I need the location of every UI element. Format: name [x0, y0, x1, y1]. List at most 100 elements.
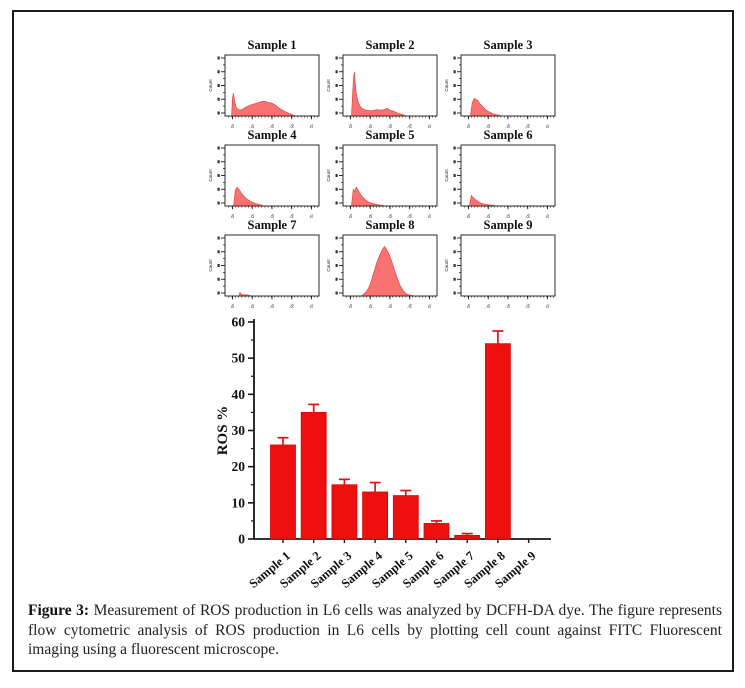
y-tick-label: 30	[232, 423, 246, 438]
histogram-area	[360, 245, 413, 296]
bar-sample-5	[392, 495, 419, 540]
histogram-panel-sample-9: Sample 9 Count 10⁰ 10¹ 10² 10³ 10⁴	[441, 218, 559, 308]
bar-sample-2	[300, 412, 327, 540]
decade-tick-label: 10³	[524, 213, 532, 218]
decade-tick-label: 10²	[386, 123, 394, 128]
y-tick-label: 50	[232, 351, 246, 366]
decade-tick-label: 10²	[386, 303, 394, 308]
decade-tick-label: 10⁰	[346, 213, 354, 218]
decade-tick-label: 10³	[288, 303, 296, 308]
count-axis-label: Count	[444, 259, 449, 272]
histogram-title: Sample 4	[247, 128, 297, 142]
decade-tick-label: 10⁴	[543, 213, 551, 218]
histogram-area	[233, 186, 263, 206]
decade-tick-label: 10⁰	[464, 123, 472, 128]
decade-tick-label: 10⁴	[307, 123, 315, 128]
y-axis-title: ROS %	[216, 406, 231, 456]
decade-tick-label: 10⁴	[425, 213, 433, 218]
count-axis-label: Count	[208, 259, 213, 272]
figure-caption-label: Figure 3:	[28, 602, 90, 619]
flow-histogram-svg: Count 10⁰ 10¹ 10² 10³ 10⁴	[208, 234, 320, 308]
histogram-title: Sample 5	[365, 128, 415, 142]
count-axis-label: Count	[326, 259, 331, 272]
flow-histogram-svg: Count 10⁰ 10¹ 10² 10³ 10⁴	[444, 234, 556, 308]
flow-histogram-svg: Count 10⁰ 10¹ 10² 10³ 10⁴	[444, 54, 556, 128]
histogram-area	[238, 291, 251, 296]
histogram-area	[470, 97, 501, 116]
histogram-panel-sample-8: Sample 8 Count 10⁰ 10¹ 10² 10³ 10⁴	[323, 218, 441, 308]
decade-tick-label: 10²	[268, 213, 276, 218]
decade-tick-label: 10³	[288, 123, 296, 128]
decade-tick-label: 10³	[524, 303, 532, 308]
decade-tick-label: 10⁰	[346, 123, 354, 128]
flow-histogram-svg: Count 10⁰ 10¹ 10² 10³ 10⁴	[326, 234, 438, 308]
histogram-title: Sample 9	[483, 218, 533, 232]
histogram-panel-sample-2: Sample 2 Count 10⁰ 10¹ 10² 10³ 10⁴	[323, 38, 441, 128]
count-axis-label: Count	[326, 79, 331, 92]
histogram-area	[469, 194, 495, 206]
histogram-panel-sample-1: Sample 1 Count 10⁰ 10¹ 10² 10³ 10⁴	[205, 38, 323, 128]
y-tick-label: 10	[232, 495, 246, 510]
decade-tick-label: 10¹	[484, 213, 492, 218]
decade-tick-label: 10¹	[484, 123, 492, 128]
decade-tick-label: 10⁰	[228, 213, 236, 218]
histogram-title: Sample 8	[365, 218, 415, 232]
decade-tick-label: 10⁴	[307, 213, 315, 218]
count-axis-label: Count	[208, 79, 213, 92]
decade-tick-label: 10³	[406, 213, 414, 218]
histogram-panel-sample-5: Sample 5 Count 10⁰ 10¹ 10² 10³ 10⁴	[323, 128, 441, 218]
decade-tick-label: 10⁰	[228, 303, 236, 308]
decade-tick-label: 10¹	[484, 303, 492, 308]
histogram-panel-sample-3: Sample 3 Count 10⁰ 10¹ 10² 10³ 10⁴	[441, 38, 559, 128]
decade-tick-label: 10²	[504, 123, 512, 128]
histogram-title: Sample 7	[247, 218, 297, 232]
decade-tick-label: 10¹	[248, 303, 256, 308]
decade-tick-label: 10¹	[248, 213, 256, 218]
figure-caption: Figure 3: Measurement of ROS production …	[28, 601, 722, 660]
y-tick-label: 20	[232, 459, 246, 474]
histogram-panel-sample-4: Sample 4 Count 10⁰ 10¹ 10² 10³ 10⁴	[205, 128, 323, 218]
count-axis-label: Count	[444, 169, 449, 182]
decade-tick-label: 10²	[386, 213, 394, 218]
decade-tick-label: 10²	[504, 213, 512, 218]
flow-histogram-svg: Count 10⁰ 10¹ 10² 10³ 10⁴	[208, 144, 320, 218]
decade-tick-label: 10⁰	[346, 303, 354, 308]
decade-tick-label: 10³	[524, 123, 532, 128]
decade-tick-label: 10¹	[248, 123, 256, 128]
histogram-area	[231, 92, 295, 116]
decade-tick-label: 10⁰	[464, 213, 472, 218]
histogram-panel-sample-7: Sample 7 Count 10⁰ 10¹ 10² 10³ 10⁴	[205, 218, 323, 308]
y-tick-label: 0	[238, 532, 245, 547]
bar-sample-8	[484, 343, 511, 540]
decade-tick-label: 10¹	[366, 303, 374, 308]
bar-sample-4	[362, 491, 389, 540]
decade-tick-label: 10²	[504, 303, 512, 308]
figure-border: Sample 1 Count 10⁰ 10¹ 10² 10³ 10⁴ Sample 2 Coun…	[12, 10, 734, 672]
decade-tick-label: 10⁴	[307, 303, 315, 308]
histogram-title: Sample 3	[483, 38, 533, 52]
bar-sample-3	[331, 484, 358, 540]
decade-tick-label: 10⁴	[425, 123, 433, 128]
histogram-title: Sample 6	[483, 128, 533, 142]
decade-tick-label: 10¹	[366, 123, 374, 128]
histogram-title: Sample 2	[365, 38, 415, 52]
decade-tick-label: 10³	[288, 213, 296, 218]
decade-tick-label: 10²	[268, 123, 276, 128]
y-tick-label: 60	[232, 314, 246, 329]
histogram-area	[351, 186, 384, 206]
decade-tick-label: 10³	[406, 123, 414, 128]
decade-tick-label: 10²	[268, 303, 276, 308]
ros-bar-chart: 0 10 20 30 40 50 60 ROS % Sample 1 Sample 2 Sample…	[215, 297, 556, 597]
decade-tick-label: 10⁴	[543, 303, 551, 308]
histogram-area	[351, 71, 406, 116]
flow-histogram-svg: Count 10⁰ 10¹ 10² 10³ 10⁴	[326, 144, 438, 218]
flow-histogram-svg: Count 10⁰ 10¹ 10² 10³ 10⁴	[444, 144, 556, 218]
flow-histogram-svg: Count 10⁰ 10¹ 10² 10³ 10⁴	[208, 54, 320, 128]
decade-tick-label: 10⁰	[464, 303, 472, 308]
count-axis-label: Count	[208, 169, 213, 182]
bar-sample-6	[423, 523, 450, 540]
histogram-title: Sample 1	[247, 38, 297, 52]
histogram-panel-sample-6: Sample 6 Count 10⁰ 10¹ 10² 10³ 10⁴	[441, 128, 559, 218]
flow-histogram-svg: Count 10⁰ 10¹ 10² 10³ 10⁴	[326, 54, 438, 128]
